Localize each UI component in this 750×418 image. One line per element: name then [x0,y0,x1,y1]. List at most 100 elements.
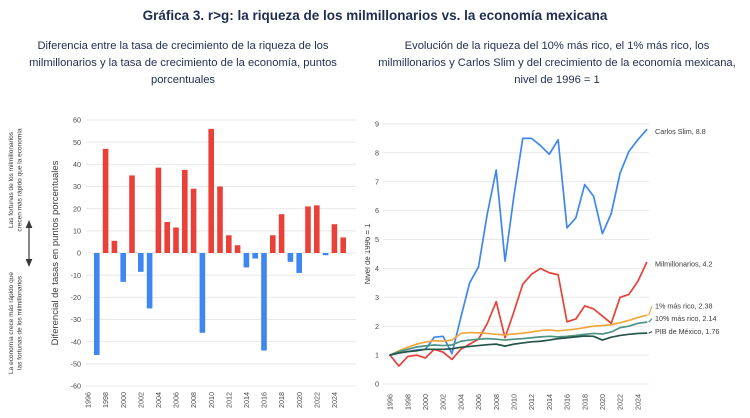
series-line-pib-de-m-xico [389,332,648,356]
bar-1998 [102,148,109,253]
bar-2004 [155,167,162,253]
line-x-tick: 2016 [563,394,572,410]
bar-2006 [173,227,179,253]
bar-y-tick: -40 [71,337,81,346]
annotation-bottom: La economía crece más rápido que las fort… [8,272,24,374]
bar-x-tick: 2024 [330,392,339,408]
annotation-top: Las fortunas de los milmillonarios crecen… [8,128,24,232]
series-end-label-milmillonarios: Milmillonarios, 4.2 [655,260,713,269]
figure-title: Gráfica 3. r>g: la riqueza de los milmil… [142,8,608,23]
series-line-milmillonarios [389,261,648,367]
line-x-tick: 2002 [439,394,448,410]
bar-y-tick: 60 [73,116,81,125]
line-x-tick: 2014 [545,394,554,410]
bar-1997 [94,253,100,355]
bar-y-tick: 30 [73,182,81,191]
bar-x-tick: 1996 [84,392,93,408]
line-y-tick: 5 [375,235,379,244]
series-end-label-carlos-slim: Carlos Slim, 8.8 [655,127,706,136]
bar-2010 [208,128,214,253]
bar-2015 [252,253,258,259]
line-x-tick: 2024 [633,394,642,410]
bar-2025 [340,237,346,253]
line-x-tick: 2018 [580,394,589,410]
line-y-tick: 6 [375,206,379,215]
bar-2018 [278,214,285,253]
series-end-label-1-m-s-rico: 1% más rico, 2.38 [655,302,713,311]
line-grid: 0 1 2 3 4 5 6 7 8 9 [375,120,649,389]
bar-x-tick: 2012 [224,392,233,408]
bars [94,128,346,355]
bar-x-tick: 2008 [189,392,198,408]
line-y-tick: 3 [375,293,379,302]
bar-2002 [138,253,144,272]
bar-x-tick-labels: 1996 1998 2000 2002 2004 2006 2008 2010 2012 2014… [84,392,339,408]
line-chart-subtitle: Evolución de la riqueza del 10% más rico… [378,40,736,86]
line-x-tick: 1998 [403,394,412,410]
bar-y-axis-label: Diferencial de tasas en puntos porcentua… [50,160,61,345]
line-y-tick: 4 [375,264,379,273]
bar-2020 [296,253,302,273]
bar-chart-subtitle: Diferencia entre la tasa de crecimiento … [29,40,337,86]
bar-y-tick: -50 [71,359,81,368]
bar-x-tick: 2018 [277,392,286,408]
bar-2000 [120,253,126,282]
line-x-tick-labels: 1996 1998 2000 2002 2004 2006 2008 2010 2012 2014… [386,394,643,410]
bar-x-tick: 2014 [242,392,251,408]
bar-2003 [146,253,153,309]
bar-x-tick: 2000 [119,392,128,408]
bar-2017 [270,235,276,253]
series-line-10-m-s-rico [389,321,648,356]
bar-x-tick: 2010 [207,392,216,408]
bar-y-tick: 0 [77,249,81,258]
bar-2023 [322,253,329,256]
bar-chart: -60 -50 -40 -30 -20 -10 0 10 20 30 40 50 60 Diferenci… [8,116,356,408]
bar-2007 [182,169,188,253]
bar-2011 [217,186,223,253]
line-y-tick: 0 [375,380,379,389]
bar-x-tick: 1998 [101,392,110,408]
series-end-label-10-m-s-rico: 10% más rico, 2.14 [655,314,717,323]
line-x-tick: 2022 [616,394,625,410]
line-x-tick: 2004 [456,394,465,410]
bar-x-tick: 2020 [295,392,304,408]
bar-x-tick: 2016 [260,392,269,408]
series-end-label-pib-de-m-xico: PIB de México, 1.76 [655,327,719,336]
bar-2019 [287,253,294,262]
line-y-tick: 9 [375,120,379,129]
bar-y-tick: -20 [71,293,81,302]
line-x-tick: 2020 [598,394,607,410]
line-x-tick: 2000 [421,394,430,410]
bar-x-tick: 2004 [154,392,163,408]
label-leader-line [648,306,653,316]
bar-x-tick: 2022 [312,392,321,408]
bar-x-tick: 2006 [172,392,181,408]
line-y-tick: 8 [375,148,379,157]
label-leader-line [648,318,653,323]
line-y-tick: 7 [375,177,379,186]
bar-y-tick: 50 [73,138,81,147]
bar-y-tick: 40 [73,160,81,169]
bar-2013 [234,245,241,253]
bar-2008 [190,188,197,253]
bar-x-tick: 2002 [136,392,145,408]
line-y-tick: 1 [375,351,379,360]
series-line-carlos-slim [389,128,648,356]
bar-y-tick: -30 [71,315,81,324]
line-y-tick: 2 [375,322,379,331]
bar-2014 [243,253,250,268]
bar-2005 [164,221,170,253]
line-chart: 0 1 2 3 4 5 6 7 8 9 Nivel de 1996 = 1 Carlos Slim, … [365,120,719,411]
bar-2009 [199,253,206,333]
line-x-tick: 1996 [386,394,395,410]
line-x-tick: 2006 [474,394,483,410]
double-arrow-icon [25,220,33,267]
series-line-1-m-s-rico [389,314,648,356]
label-leader-line [648,331,653,334]
bar-2024 [331,224,338,253]
bar-2021 [305,206,311,253]
bar-2022 [314,205,320,253]
line-x-tick: 2012 [527,394,536,410]
bar-2012 [226,235,232,253]
